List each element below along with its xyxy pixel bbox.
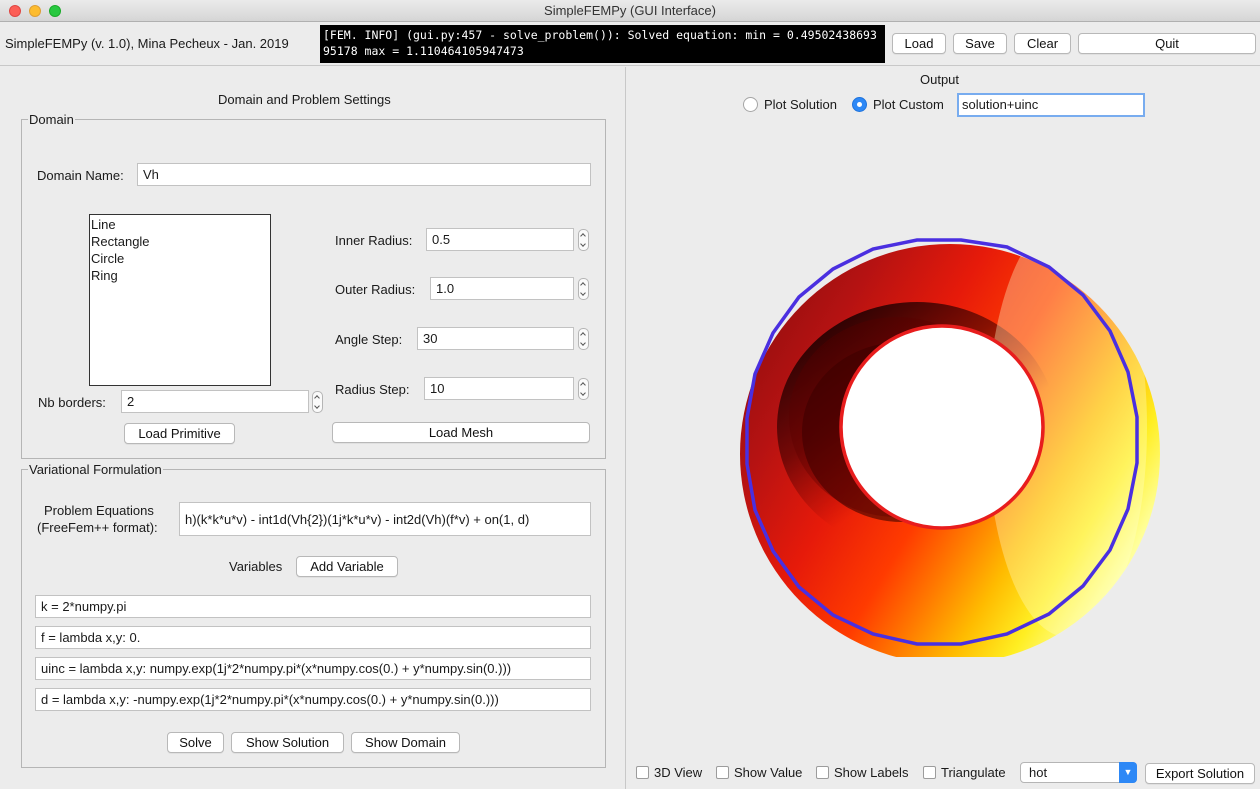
plot-custom-radio[interactable] [852, 97, 867, 112]
primitive-item-line[interactable]: Line [91, 217, 116, 232]
variable-input-uinc[interactable]: uinc = lambda x,y: numpy.exp(1j*2*numpy.… [35, 657, 591, 680]
output-heading: Output [920, 72, 960, 87]
domain-name-label: Domain Name: [37, 168, 124, 183]
log-console: [FEM. INFO] (gui.py:457 - solve_problem(… [320, 25, 885, 63]
outer-radius-label: Outer Radius: [335, 282, 416, 297]
triangulate-checkbox[interactable] [923, 766, 936, 779]
domain-group: Domain [21, 112, 606, 459]
plot-solution-label: Plot Solution [764, 97, 837, 112]
inner-radius-input[interactable]: 0.5 [426, 228, 574, 251]
inner-radius-label: Inner Radius: [335, 233, 413, 248]
angle-step-input[interactable]: 30 [417, 327, 574, 350]
minimize-window-button[interactable] [29, 5, 41, 17]
primitive-item-ring[interactable]: Ring [91, 268, 118, 283]
settings-panel: Domain and Problem Settings Domain Domai… [0, 67, 626, 789]
inner-boundary [839, 324, 1045, 530]
settings-heading: Domain and Problem Settings [218, 92, 391, 107]
outer-radius-input[interactable]: 1.0 [430, 277, 574, 300]
domain-group-legend: Domain [28, 112, 75, 127]
colormap-select[interactable]: hot ▼ [1020, 762, 1137, 783]
add-variable-button[interactable]: Add Variable [296, 556, 398, 577]
window-title: SimpleFEMPy (GUI Interface) [544, 3, 716, 18]
colormap-value: hot [1029, 765, 1048, 780]
inner-radius-stepper[interactable] [578, 229, 589, 251]
show-labels-label: Show Labels [834, 765, 909, 780]
solution-plot [737, 227, 1167, 657]
equations-label-line1: Problem Equations [44, 503, 154, 518]
show-value-checkbox[interactable] [716, 766, 729, 779]
load-primitive-button[interactable]: Load Primitive [124, 423, 235, 444]
load-button[interactable]: Load [892, 33, 946, 54]
chevron-down-icon[interactable]: ▼ [1119, 762, 1137, 783]
maximize-window-button[interactable] [49, 5, 61, 17]
primitive-item-circle[interactable]: Circle [91, 251, 125, 266]
show-solution-button[interactable]: Show Solution [231, 732, 344, 753]
variable-input-k[interactable]: k = 2*numpy.pi [35, 595, 591, 618]
load-mesh-button[interactable]: Load Mesh [332, 422, 590, 443]
show-value-label: Show Value [734, 765, 803, 780]
app-version-label: SimpleFEMPy (v. 1.0), Mina Pecheux - Jan… [5, 36, 289, 51]
nb-borders-label: Nb borders: [38, 395, 106, 410]
view3d-checkbox[interactable] [636, 766, 649, 779]
output-panel: Output Plot Solution Plot Custom solutio… [627, 67, 1260, 789]
radius-step-label: Radius Step: [335, 382, 410, 397]
top-toolbar: SimpleFEMPy (v. 1.0), Mina Pecheux - Jan… [0, 22, 1260, 66]
variable-input-f[interactable]: f = lambda x,y: 0. [35, 626, 591, 649]
title-bar: SimpleFEMPy (GUI Interface) [0, 0, 1260, 22]
export-solution-button[interactable]: Export Solution [1145, 763, 1255, 784]
variational-group-legend: Variational Formulation [28, 462, 163, 477]
plot-solution-radio[interactable] [743, 97, 758, 112]
variables-label: Variables [229, 559, 283, 574]
radius-step-stepper[interactable] [578, 378, 589, 400]
show-labels-checkbox[interactable] [816, 766, 829, 779]
primitive-item-rectangle[interactable]: Rectangle [91, 234, 150, 249]
outer-boundary [745, 238, 1139, 646]
domain-name-input[interactable]: Vh [137, 163, 591, 186]
nb-borders-stepper[interactable] [312, 391, 323, 413]
view3d-label: 3D View [654, 765, 703, 780]
angle-step-label: Angle Step: [335, 332, 403, 347]
angle-step-stepper[interactable] [578, 328, 589, 350]
quit-button[interactable]: Quit [1078, 33, 1256, 54]
plot-custom-label: Plot Custom [873, 97, 944, 112]
outer-radius-stepper[interactable] [578, 278, 589, 300]
variable-input-d[interactable]: d = lambda x,y: -numpy.exp(1j*2*numpy.pi… [35, 688, 591, 711]
primitive-list[interactable]: Line Rectangle Circle Ring [89, 214, 271, 386]
triangulate-label: Triangulate [941, 765, 1006, 780]
save-button[interactable]: Save [953, 33, 1007, 54]
clear-button[interactable]: Clear [1014, 33, 1071, 54]
nb-borders-input[interactable]: 2 [121, 390, 309, 413]
show-domain-button[interactable]: Show Domain [351, 732, 460, 753]
equations-input[interactable]: h)(k*k*u*v) - int1d(Vh{2})(1j*k*u*v) - i… [179, 502, 591, 536]
equations-label-line2: (FreeFem++ format): [37, 520, 158, 535]
custom-expression-input[interactable]: solution+uinc [957, 93, 1145, 117]
variational-group: Variational Formulation [21, 462, 606, 768]
radius-step-input[interactable]: 10 [424, 377, 574, 400]
solve-button[interactable]: Solve [167, 732, 224, 753]
close-window-button[interactable] [9, 5, 21, 17]
